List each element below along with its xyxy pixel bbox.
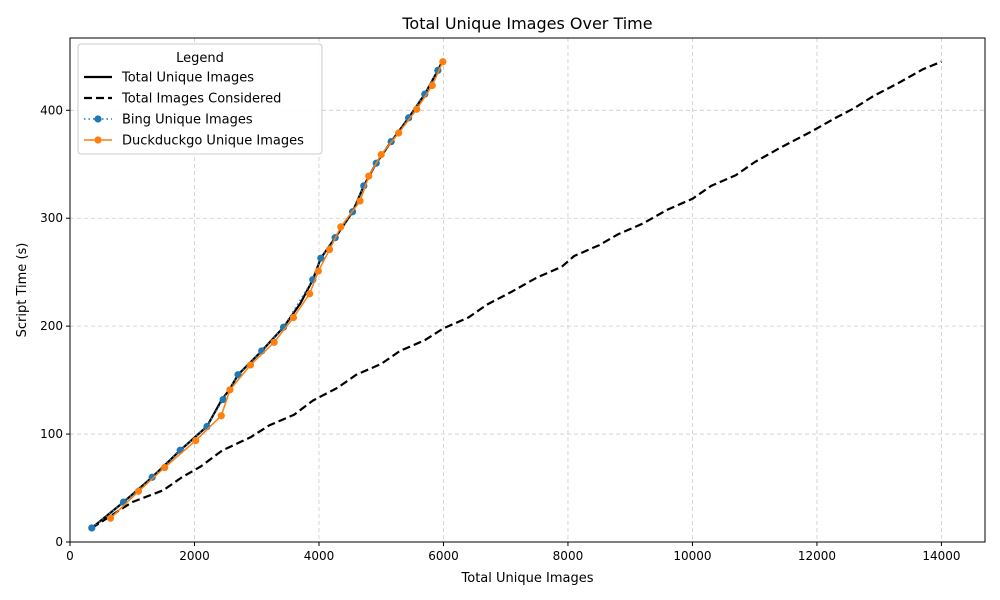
x-tick-label: 2000 xyxy=(179,549,210,563)
data-point xyxy=(317,254,325,262)
data-point xyxy=(289,313,298,322)
data-point xyxy=(413,105,421,113)
data-point xyxy=(356,197,364,205)
x-tick-label: 8000 xyxy=(553,549,584,563)
y-tick-label: 100 xyxy=(40,427,63,441)
data-point xyxy=(395,129,403,137)
data-point xyxy=(365,172,373,180)
legend-item: Total Unique Images xyxy=(84,71,254,86)
legend-label: Total Images Considered xyxy=(121,92,281,107)
data-point xyxy=(325,245,334,254)
data-point xyxy=(234,371,242,379)
series-line xyxy=(91,60,942,529)
data-point xyxy=(226,386,234,394)
data-point xyxy=(246,361,255,369)
y-tick-label: 200 xyxy=(40,319,63,333)
data-point xyxy=(148,473,156,481)
data-point xyxy=(314,267,322,275)
legend-items: Total Unique Images Total Images Consider… xyxy=(84,71,304,149)
legend-label: Bing Unique Images xyxy=(122,113,253,128)
series-line xyxy=(109,61,444,519)
y-tick-label: 300 xyxy=(40,211,63,225)
data-point xyxy=(405,114,413,122)
data-point xyxy=(306,290,314,298)
chart-title: Total Unique Images Over Time xyxy=(401,14,652,33)
legend-item: Bing Unique Images xyxy=(84,113,253,128)
legend-title: Legend xyxy=(176,51,224,66)
x-tick-label: 4000 xyxy=(304,549,335,563)
data-point xyxy=(377,150,385,159)
y-tick-label: 400 xyxy=(40,103,63,117)
data-point xyxy=(270,338,278,346)
data-point xyxy=(88,524,96,532)
series-1 xyxy=(91,60,942,529)
y-tick-label: 0 xyxy=(55,535,63,549)
legend-item: Duckduckgo Unique Images xyxy=(84,134,304,149)
data-point xyxy=(421,90,429,98)
legend-marker xyxy=(94,136,102,144)
x-tick-label: 14000 xyxy=(922,549,960,563)
data-point xyxy=(192,436,200,445)
data-point xyxy=(337,223,345,231)
x-tick-label: 6000 xyxy=(428,549,459,563)
data-point xyxy=(106,514,115,522)
x-axis-label: Total Unique Images xyxy=(461,571,594,586)
data-point xyxy=(217,412,225,420)
data-point xyxy=(119,498,128,506)
data-point xyxy=(134,487,143,495)
data-point xyxy=(219,395,227,404)
y-axis-label: Script Time (s) xyxy=(15,243,30,338)
ticks: 0 2000 4000 6000 8000 10000 12000 14000 0 100 200 3… xyxy=(40,103,960,563)
legend: Legend Total Unique Images Total Images C… xyxy=(77,43,323,155)
legend-label: Duckduckgo Unique Images xyxy=(122,134,304,149)
x-tick-label: 0 xyxy=(66,549,74,563)
series-3 xyxy=(106,58,447,522)
series-layer xyxy=(88,58,942,532)
legend-box xyxy=(77,43,323,155)
plot-frame xyxy=(69,37,986,543)
legend-marker xyxy=(94,115,102,123)
legend-label: Total Unique Images xyxy=(121,71,254,86)
data-point xyxy=(439,58,447,66)
data-point xyxy=(428,81,436,90)
legend-item: Total Images Considered xyxy=(84,92,281,107)
x-tick-label: 10000 xyxy=(673,549,711,563)
x-tick-label: 12000 xyxy=(798,549,836,563)
data-point xyxy=(161,463,169,472)
